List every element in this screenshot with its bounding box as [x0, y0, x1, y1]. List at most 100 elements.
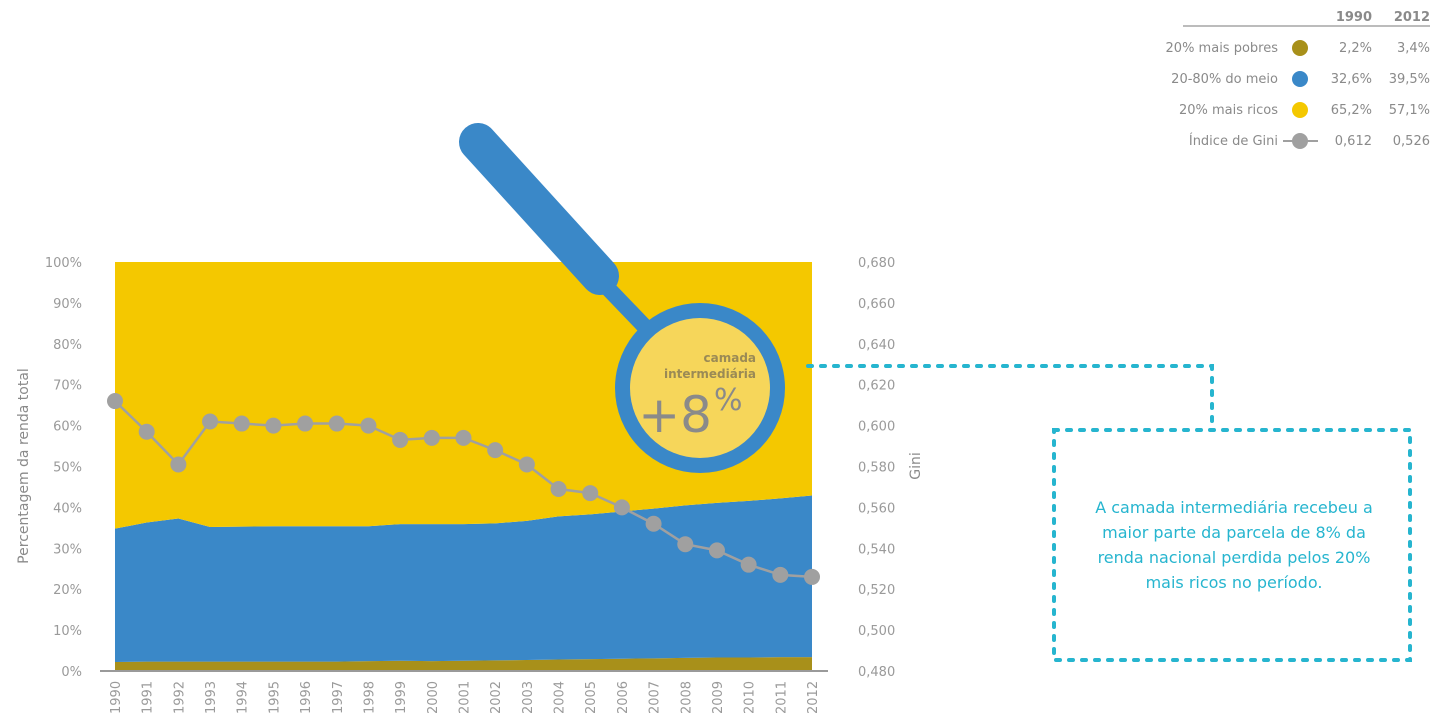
- legend-swatch: [1292, 71, 1308, 87]
- callout-text: A camada intermediária recebeu a maior p…: [1095, 498, 1373, 592]
- y-tick-label: 10%: [53, 624, 82, 639]
- legend-swatch: [1292, 102, 1308, 118]
- y-tick-label: 30%: [53, 542, 82, 557]
- gini-point: [772, 566, 789, 583]
- legend-label: 20-80% do meio: [1171, 72, 1278, 87]
- gini-point: [613, 499, 630, 516]
- legend-value-2012: 39,5%: [1389, 72, 1430, 87]
- x-tick-label: 1998: [362, 681, 377, 714]
- gini-point: [107, 393, 123, 410]
- y2-tick-label: 0,580: [858, 461, 895, 476]
- axes: 0% 10% 20% 30% 40% 50% 60% 70% 80% 90% 100% 0,480 0,…: [16, 256, 924, 714]
- x-tick-label: 1995: [267, 681, 282, 714]
- y2-tick-label: 0,500: [858, 624, 895, 639]
- y2-tick-label: 0,660: [858, 297, 895, 312]
- legend-swatch: [1292, 133, 1308, 149]
- x-tick-label: 2009: [711, 681, 726, 714]
- legend-value-1990: 0,612: [1335, 134, 1372, 149]
- gini-point: [645, 515, 662, 532]
- gini-point: [170, 456, 187, 473]
- legend-value-1990: 32,6%: [1331, 72, 1372, 87]
- x-tick-label: 2011: [774, 681, 789, 714]
- gini-line: [107, 393, 820, 585]
- x-tick-label: 1996: [299, 681, 314, 714]
- gini-point: [804, 568, 820, 585]
- y-tick-label: 60%: [53, 420, 82, 435]
- y2-tick-label: 0,600: [858, 420, 895, 435]
- legend-header-2012: 2012: [1394, 10, 1430, 25]
- x-tick-label: 2008: [679, 681, 694, 714]
- y2-tick-label: 0,480: [858, 665, 895, 680]
- legend-label: 20% mais ricos: [1179, 103, 1278, 118]
- gini-point: [360, 417, 377, 434]
- legend-label: 20% mais pobres: [1166, 41, 1279, 56]
- x-tick-label: 1992: [172, 681, 187, 714]
- gini-point: [297, 415, 314, 432]
- y-axis-title: Percentagem da renda total: [16, 368, 32, 564]
- y2-tick-label: 0,560: [858, 501, 895, 516]
- x-tick-label: 2007: [648, 681, 663, 714]
- x-tick-label: 2000: [426, 681, 441, 714]
- legend-value-1990: 65,2%: [1331, 103, 1372, 118]
- x-tick-label: 2010: [743, 681, 758, 714]
- magnifier-label-1: camada: [704, 351, 757, 365]
- y2-tick-label: 0,680: [858, 256, 895, 271]
- legend-value-2012: 0,526: [1393, 134, 1430, 149]
- y-tick-label: 70%: [53, 379, 82, 394]
- y2-tick-label: 0,640: [858, 338, 895, 353]
- magnifier-value: +8: [638, 386, 712, 444]
- x-tick-label: 2004: [553, 681, 568, 714]
- y-tick-label: 80%: [53, 338, 82, 353]
- callout-box: [1052, 428, 1412, 662]
- legend: 1990 2012 20% mais pobres 2,2% 3,4% 20-80% do…: [1166, 10, 1430, 149]
- gini-point: [582, 485, 599, 502]
- gini-point: [487, 442, 504, 459]
- gini-point: [265, 417, 282, 434]
- x-tick-label: 2012: [806, 681, 821, 714]
- gini-point: [550, 480, 567, 497]
- x-tick-label: 2003: [521, 681, 536, 714]
- gini-point: [740, 556, 757, 573]
- x-tick-label: 1993: [204, 681, 219, 714]
- y-tick-label: 100%: [45, 256, 82, 271]
- magnifier-unit: %: [714, 383, 743, 418]
- x-tick-label: 2002: [489, 681, 504, 714]
- gini-point: [708, 542, 725, 559]
- y2-tick-label: 0,540: [858, 542, 895, 557]
- legend-value-2012: 3,4%: [1397, 41, 1430, 56]
- x-tick-label: 1991: [141, 681, 156, 714]
- y-tick-label: 90%: [53, 297, 82, 312]
- legend-header-1990: 1990: [1336, 10, 1372, 25]
- callout-connector: [806, 364, 1412, 662]
- x-tick-label: 1999: [394, 681, 409, 714]
- gini-point: [392, 431, 409, 448]
- y-tick-label: 50%: [53, 461, 82, 476]
- magnifier-handle: [459, 123, 619, 295]
- x-tick-label: 1994: [236, 681, 251, 714]
- gini-point: [328, 415, 345, 432]
- legend-label: Índice de Gini: [1189, 133, 1278, 149]
- area-2: [115, 495, 812, 663]
- legend-value-2012: 57,1%: [1389, 103, 1430, 118]
- magnifier-label-2: intermediária: [664, 367, 756, 381]
- magnifier-lens: [630, 318, 770, 458]
- y-tick-label: 20%: [53, 583, 82, 598]
- gini-point: [233, 415, 250, 432]
- x-tick-label: 1990: [109, 681, 124, 714]
- y-tick-label: 40%: [53, 501, 82, 516]
- x-tick-label: 2005: [584, 681, 599, 714]
- magnifier-icon: camada intermediária +8%: [459, 123, 785, 473]
- gini-point: [455, 429, 472, 446]
- y2-tick-label: 0,620: [858, 379, 895, 394]
- gini-point: [518, 456, 535, 473]
- legend-value-1990: 2,2%: [1339, 41, 1372, 56]
- x-tick-label: 2006: [616, 681, 631, 714]
- gini-point: [677, 536, 694, 553]
- x-tick-label: 2001: [458, 681, 473, 714]
- gini-point: [202, 413, 219, 430]
- gini-point: [423, 429, 440, 446]
- legend-swatch: [1292, 40, 1308, 56]
- gini-point: [138, 423, 155, 440]
- x-tick-label: 1997: [331, 681, 346, 714]
